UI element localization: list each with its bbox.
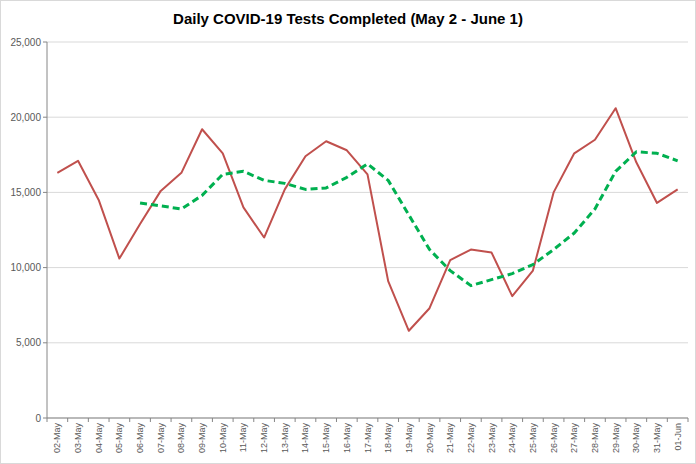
y-tick-label: 0 xyxy=(35,413,41,424)
x-tick-label: 06-May xyxy=(135,423,145,454)
x-tick-label: 16-May xyxy=(342,423,352,454)
x-tick-label: 15-May xyxy=(321,423,331,454)
x-tick-label: 29-May xyxy=(611,423,621,454)
x-tick-label: 26-May xyxy=(549,423,559,454)
x-tick-label: 31-May xyxy=(652,423,662,454)
x-tick-mark xyxy=(501,418,502,422)
x-tick-mark xyxy=(357,418,358,422)
tick-mark xyxy=(43,42,47,43)
x-tick-label: 27-May xyxy=(569,423,579,454)
tick-mark xyxy=(43,267,47,268)
x-tick-label: 10-May xyxy=(218,423,228,454)
x-tick-mark xyxy=(315,418,316,422)
tick-mark xyxy=(43,117,47,118)
x-tick-mark xyxy=(295,418,296,422)
x-tick-mark xyxy=(67,418,68,422)
x-tick-label: 28-May xyxy=(590,423,600,454)
y-tick-label: 20,000 xyxy=(10,112,41,123)
x-tick-mark xyxy=(129,418,130,422)
x-tick-label: 05-May xyxy=(114,423,124,454)
tick-mark xyxy=(43,418,47,419)
x-tick-mark xyxy=(377,418,378,422)
x-tick-label: 25-May xyxy=(528,423,538,454)
x-tick-label: 19-May xyxy=(404,423,414,454)
x-tick-label: 14-May xyxy=(300,423,310,454)
x-tick-label: 20-May xyxy=(425,423,435,454)
x-tick-mark xyxy=(398,418,399,422)
x-tick-mark xyxy=(233,418,234,422)
x-tick-mark xyxy=(47,418,48,422)
x-tick-mark xyxy=(88,418,89,422)
chart: Daily COVID-19 Tests Completed (May 2 - … xyxy=(0,0,696,464)
x-tick-label: 23-May xyxy=(487,423,497,454)
x-tick-mark xyxy=(419,418,420,422)
series-line xyxy=(140,152,678,286)
x-tick-mark xyxy=(688,418,689,422)
grid-line xyxy=(47,342,688,343)
x-tick-label: 13-May xyxy=(280,423,290,454)
y-tick-label: 25,000 xyxy=(10,37,41,48)
x-tick-label: 30-May xyxy=(631,423,641,454)
x-tick-mark xyxy=(460,418,461,422)
x-tick-mark xyxy=(171,418,172,422)
x-tick-label: 07-May xyxy=(156,423,166,454)
x-tick-mark xyxy=(212,418,213,422)
title: Daily COVID-19 Tests Completed (May 2 - … xyxy=(173,10,523,27)
x-tick-mark xyxy=(667,418,668,422)
x-tick-mark xyxy=(522,418,523,422)
x-tick-label: 17-May xyxy=(363,423,373,454)
x-tick-label: 24-May xyxy=(507,423,517,454)
y-axis xyxy=(47,42,48,418)
chart-border xyxy=(1,1,696,464)
x-tick-mark xyxy=(481,418,482,422)
grid-line xyxy=(47,117,688,118)
y-tick-label: 10,000 xyxy=(10,262,41,273)
x-tick-mark xyxy=(150,418,151,422)
x-tick-mark xyxy=(563,418,564,422)
x-tick-label: 01-Jun xyxy=(673,423,683,451)
x-tick-label: 08-May xyxy=(176,423,186,454)
x-tick-mark xyxy=(253,418,254,422)
x-tick-label: 03-May xyxy=(73,423,83,454)
y-tick-label: 5,000 xyxy=(16,337,41,348)
grid-line xyxy=(47,267,688,268)
x-tick-label: 09-May xyxy=(197,423,207,454)
x-tick-label: 04-May xyxy=(94,423,104,454)
series-line xyxy=(57,108,677,331)
x-tick-mark xyxy=(605,418,606,422)
x-tick-mark xyxy=(274,418,275,422)
x-tick-mark xyxy=(646,418,647,422)
x-tick-label: 02-May xyxy=(52,423,62,454)
x-axis xyxy=(47,418,688,419)
x-tick-mark xyxy=(584,418,585,422)
x-tick-label: 22-May xyxy=(466,423,476,454)
x-tick-mark xyxy=(191,418,192,422)
x-tick-label: 11-May xyxy=(238,423,248,453)
tick-mark xyxy=(43,342,47,343)
x-tick-mark xyxy=(109,418,110,422)
x-tick-label: 12-May xyxy=(259,423,269,454)
x-tick-label: 18-May xyxy=(383,423,393,454)
tick-mark xyxy=(43,192,47,193)
grid-line xyxy=(47,418,688,419)
grid-line xyxy=(47,192,688,193)
x-tick-mark xyxy=(543,418,544,422)
plot-area xyxy=(57,108,677,331)
grid-line xyxy=(47,42,688,43)
x-tick-mark xyxy=(439,418,440,422)
x-tick-mark xyxy=(336,418,337,422)
y-tick-label: 15,000 xyxy=(10,187,41,198)
x-tick-label: 21-May xyxy=(445,423,455,454)
x-tick-mark xyxy=(625,418,626,422)
